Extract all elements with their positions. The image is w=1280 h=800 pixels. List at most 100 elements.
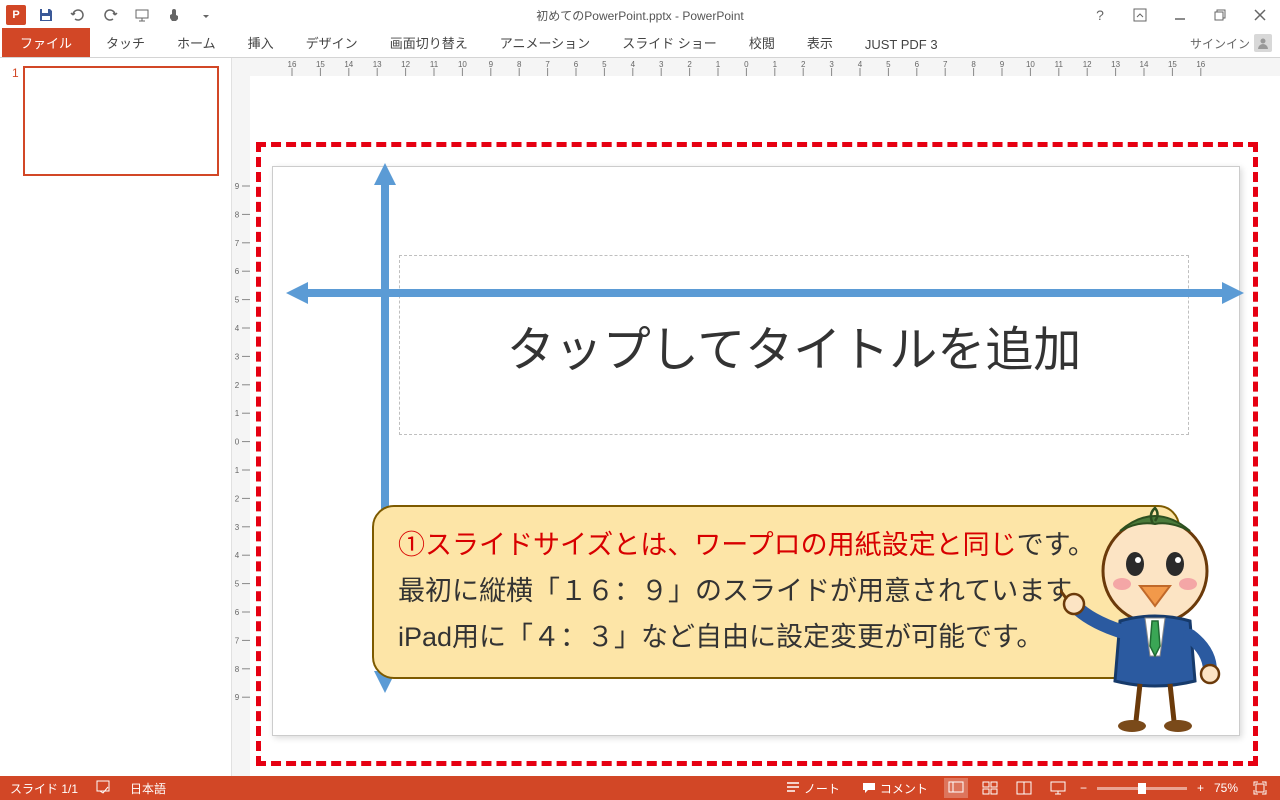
slide-counter: スライド 1/1 (10, 780, 78, 797)
redo-icon[interactable] (98, 3, 122, 27)
svg-text:8: 8 (517, 60, 522, 69)
svg-text:13: 13 (373, 60, 382, 69)
svg-text:0: 0 (744, 60, 749, 69)
svg-text:3: 3 (235, 523, 240, 532)
signin-link[interactable]: サインイン (1190, 34, 1272, 52)
svg-text:4: 4 (631, 60, 636, 69)
help-icon[interactable]: ? (1086, 3, 1114, 27)
svg-text:3: 3 (829, 60, 834, 69)
tab-insert[interactable]: 挿入 (232, 28, 290, 57)
svg-text:16: 16 (1196, 60, 1205, 69)
svg-text:3: 3 (659, 60, 664, 69)
svg-text:1: 1 (773, 60, 778, 69)
title-placeholder-text: タップしてタイトルを追加 (507, 310, 1082, 380)
svg-text:7: 7 (943, 60, 948, 69)
language-indicator[interactable]: 日本語 (130, 780, 166, 797)
tab-justpdf[interactable]: JUST PDF 3 (849, 32, 954, 57)
tab-home[interactable]: ホーム (161, 28, 232, 57)
svg-text:13: 13 (1111, 60, 1120, 69)
svg-text:2: 2 (801, 60, 806, 69)
workspace: 1 16151413121110987654321012345678910111… (0, 58, 1280, 776)
svg-text:2: 2 (235, 494, 240, 503)
minimize-icon[interactable] (1166, 3, 1194, 27)
svg-text:5: 5 (886, 60, 891, 69)
ribbon-tabs: ファイル タッチ ホーム 挿入 デザイン 画面切り替え アニメーション スライド… (0, 30, 1280, 58)
tab-review[interactable]: 校閲 (733, 28, 791, 57)
slide-thumbnail[interactable] (23, 66, 219, 176)
svg-text:14: 14 (1140, 60, 1149, 69)
horizontal-arrow (286, 278, 1244, 308)
svg-text:0: 0 (235, 438, 240, 447)
svg-text:7: 7 (235, 239, 240, 248)
zoom-level[interactable]: 75% (1214, 781, 1238, 795)
svg-text:5: 5 (235, 296, 240, 305)
tab-transitions[interactable]: 画面切り替え (374, 28, 484, 57)
tab-touch[interactable]: タッチ (90, 28, 161, 57)
reading-view-icon[interactable] (1012, 778, 1036, 798)
svg-text:9: 9 (489, 60, 494, 69)
svg-text:11: 11 (430, 60, 439, 69)
svg-text:4: 4 (235, 551, 240, 560)
zoom-out-icon[interactable]: − (1080, 781, 1087, 795)
svg-text:9: 9 (1000, 60, 1005, 69)
tab-view[interactable]: 表示 (791, 28, 849, 57)
svg-text:6: 6 (915, 60, 920, 69)
annotation-bubble: ①スライドサイズとは、ワープロの用紙設定と同じです。 最初に縦横「１６：９」のス… (372, 505, 1180, 679)
avatar-icon (1254, 34, 1272, 52)
qat-dropdown-icon[interactable] (194, 3, 218, 27)
svg-text:7: 7 (545, 60, 550, 69)
normal-view-icon[interactable] (944, 778, 968, 798)
tab-file[interactable]: ファイル (2, 28, 90, 57)
notes-button[interactable]: ノート (780, 778, 846, 799)
svg-text:1: 1 (235, 466, 240, 475)
spellcheck-icon[interactable] (96, 780, 112, 797)
svg-text:6: 6 (235, 267, 240, 276)
svg-text:8: 8 (235, 665, 240, 674)
svg-text:6: 6 (235, 608, 240, 617)
window-title: 初めてのPowerPoint.pptx - PowerPoint (536, 7, 743, 24)
svg-text:5: 5 (602, 60, 607, 69)
zoom-in-icon[interactable]: + (1197, 781, 1204, 795)
comments-button[interactable]: コメント (856, 778, 934, 799)
ribbon-options-icon[interactable] (1126, 3, 1154, 27)
svg-text:10: 10 (458, 60, 467, 69)
slide-thumb-number: 1 (12, 66, 19, 176)
svg-text:14: 14 (344, 60, 353, 69)
sorter-view-icon[interactable] (978, 778, 1002, 798)
svg-text:2: 2 (235, 381, 240, 390)
svg-text:8: 8 (971, 60, 976, 69)
mascot-character (1060, 506, 1230, 736)
svg-text:4: 4 (235, 324, 240, 333)
svg-text:8: 8 (235, 210, 240, 219)
svg-text:4: 4 (858, 60, 863, 69)
fit-window-icon[interactable] (1248, 778, 1272, 798)
slideshow-view-icon[interactable] (1046, 778, 1070, 798)
maximize-icon[interactable] (1206, 3, 1234, 27)
touch-mode-icon[interactable] (162, 3, 186, 27)
title-bar: P 初めてのPowerPoint.pptx - PowerPoint ? (0, 0, 1280, 30)
svg-text:2: 2 (687, 60, 692, 69)
tab-animations[interactable]: アニメーション (484, 28, 606, 57)
svg-text:9: 9 (235, 693, 240, 702)
zoom-slider[interactable] (1097, 787, 1187, 790)
svg-text:12: 12 (1083, 60, 1092, 69)
svg-text:11: 11 (1055, 60, 1064, 69)
svg-text:15: 15 (1168, 60, 1177, 69)
canvas-area: 1615141312111098765432101234567891011121… (232, 58, 1280, 776)
slides-panel: 1 (0, 58, 232, 776)
svg-text:10: 10 (1026, 60, 1035, 69)
save-icon[interactable] (34, 3, 58, 27)
svg-text:12: 12 (401, 60, 410, 69)
undo-icon[interactable] (66, 3, 90, 27)
start-slideshow-icon[interactable] (130, 3, 154, 27)
svg-text:9: 9 (235, 182, 240, 191)
tab-slideshow[interactable]: スライド ショー (606, 28, 733, 57)
svg-text:5: 5 (235, 580, 240, 589)
tab-design[interactable]: デザイン (290, 28, 374, 57)
svg-text:1: 1 (716, 60, 721, 69)
close-icon[interactable] (1246, 3, 1274, 27)
ruler-horizontal: 1615141312111098765432101234567891011121… (232, 58, 1280, 76)
svg-text:16: 16 (288, 60, 297, 69)
svg-text:7: 7 (235, 636, 240, 645)
svg-text:6: 6 (574, 60, 579, 69)
